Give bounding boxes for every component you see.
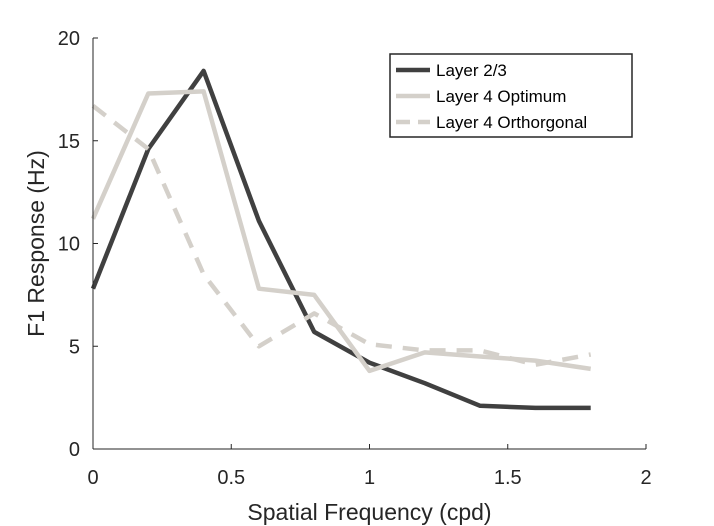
y-tick-label: 15 (58, 131, 80, 153)
series-line-3 (91, 104, 592, 367)
legend-label-3: Layer 4 Orthorgonal (436, 113, 587, 132)
x-tick-label: 0 (87, 467, 98, 489)
y-axis-title: F1 Response (Hz) (23, 150, 49, 337)
x-tick-label: 1 (364, 467, 375, 489)
y-tick-label: 10 (58, 234, 80, 256)
legend-box (389, 53, 633, 138)
legend: Layer 2/3 Layer 4 Optimum Layer 4 Orthorgo… (389, 53, 633, 138)
y-tick-label: 0 (69, 439, 80, 461)
legend-label-2: Layer 4 Optimum (436, 87, 566, 106)
x-tick-label: 0.5 (217, 467, 245, 489)
x-axis-title: Spatial Frequency (cpd) (247, 499, 491, 525)
x-tick-label: 2 (640, 467, 651, 489)
series-line-1 (90, 68, 591, 411)
y-tick-label: 20 (58, 28, 80, 50)
y-tick-label: 5 (69, 336, 80, 358)
legend-label-1: Layer 2/3 (436, 61, 507, 80)
series-line-2 (90, 89, 592, 374)
series-layer (90, 68, 592, 411)
x-tick-label: 1.5 (494, 467, 522, 489)
